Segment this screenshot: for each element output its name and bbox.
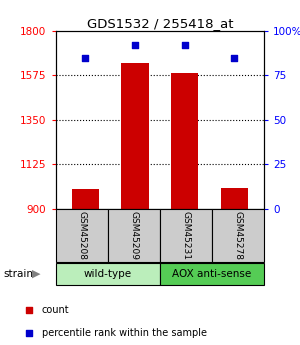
Bar bbox=[108, 209, 160, 262]
Bar bbox=[72, 189, 99, 209]
Text: GSM45231: GSM45231 bbox=[181, 211, 190, 260]
Point bbox=[83, 55, 88, 60]
Text: percentile rank within the sample: percentile rank within the sample bbox=[42, 328, 207, 338]
Bar bbox=[121, 63, 148, 209]
Text: GSM45209: GSM45209 bbox=[129, 211, 138, 260]
Bar bbox=[160, 263, 264, 285]
Point bbox=[182, 42, 187, 48]
Point bbox=[232, 55, 237, 60]
Title: GDS1532 / 255418_at: GDS1532 / 255418_at bbox=[86, 17, 233, 30]
Bar bbox=[171, 72, 198, 209]
Point bbox=[26, 331, 31, 336]
Bar bbox=[220, 188, 248, 209]
Text: wild-type: wild-type bbox=[84, 269, 132, 279]
Bar bbox=[160, 209, 212, 262]
Bar bbox=[212, 209, 264, 262]
Text: count: count bbox=[42, 305, 70, 315]
Text: ▶: ▶ bbox=[32, 269, 40, 279]
Text: AOX anti-sense: AOX anti-sense bbox=[172, 269, 251, 279]
Text: strain: strain bbox=[3, 269, 33, 279]
Point bbox=[26, 307, 31, 313]
Text: GSM45208: GSM45208 bbox=[77, 211, 86, 260]
Point bbox=[133, 42, 137, 48]
Bar bbox=[56, 263, 160, 285]
Text: GSM45278: GSM45278 bbox=[233, 211, 242, 260]
Bar bbox=[56, 209, 108, 262]
